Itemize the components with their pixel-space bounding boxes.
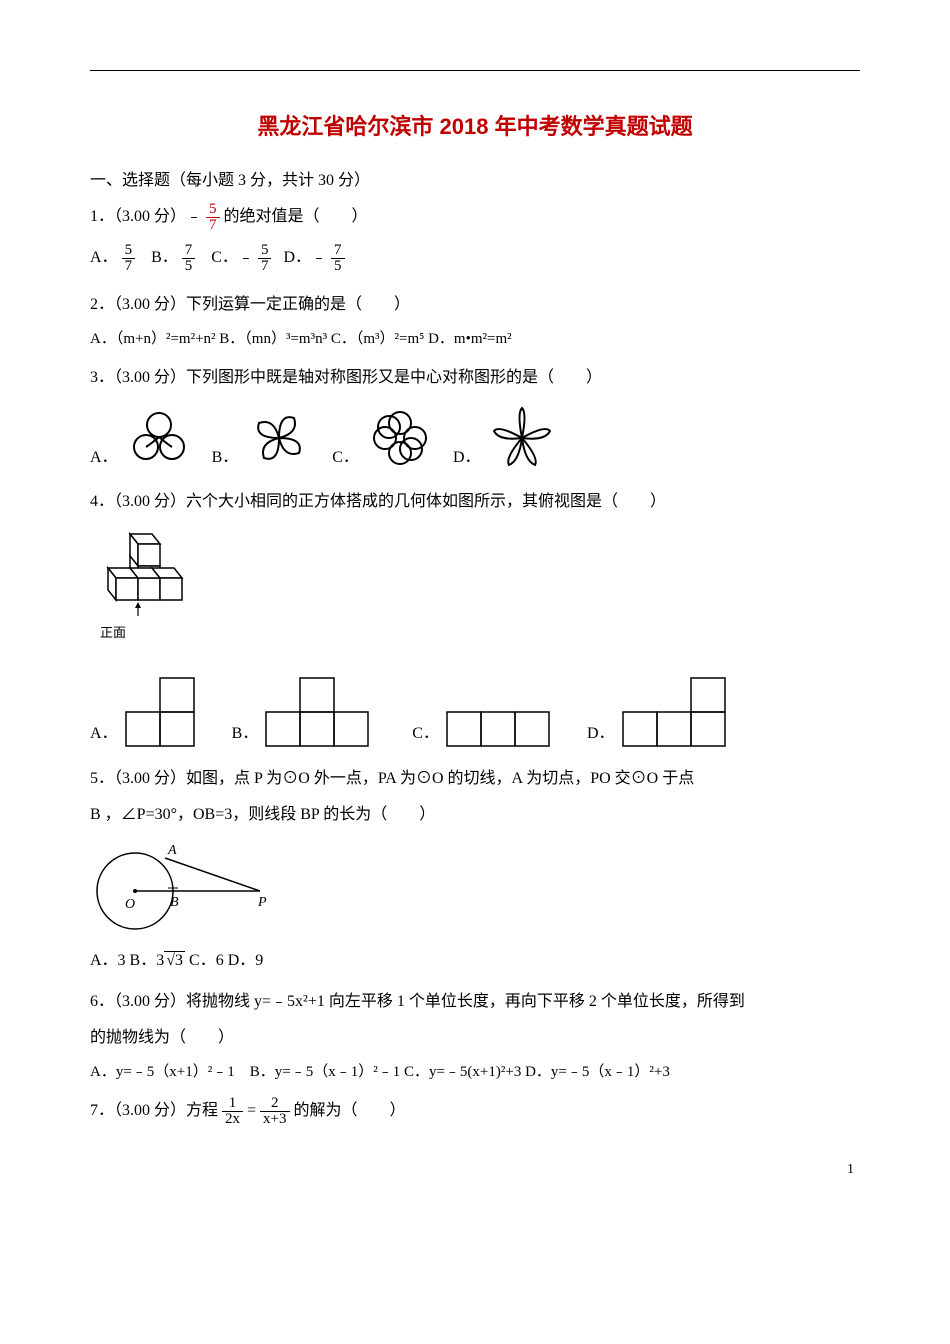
q1-stem-b: 的绝对值是（ ） bbox=[224, 208, 368, 225]
q2-options: A．（m+n）²=m²+n² B．（mn）³=m³n³ C．（m³）²=m⁵ D… bbox=[90, 325, 860, 354]
q5-stem2: B ，∠P=30°，OB=3，则线段 BP 的长为（ ） bbox=[90, 800, 860, 830]
q6-options: A．y=﹣5（x+1）²﹣1 B．y=﹣5（x﹣1）²﹣1 C．y=﹣5(x+1… bbox=[90, 1058, 860, 1087]
top-rule bbox=[90, 70, 860, 71]
q7-L-num: 1 bbox=[222, 1096, 243, 1112]
q4-fig-C bbox=[445, 706, 559, 750]
q1-options: A． 5 7 B． 7 5 C．﹣ 5 7 D．﹣ 7 5 bbox=[90, 243, 860, 274]
q4-iso-figure: 正面 bbox=[90, 526, 860, 646]
q1-A-frac: 5 7 bbox=[122, 243, 136, 274]
q4-stem: 4．（3.00 分）六个大小相同的正方体搭成的几何体如图所示，其俯视图是（ ） bbox=[90, 487, 860, 517]
q1-D-den: 5 bbox=[331, 259, 345, 274]
q3-C-label: C． bbox=[332, 443, 359, 473]
q5-sqrt: √3 bbox=[164, 951, 185, 969]
page-title: 黑龙江省哈尔滨市 2018 年中考数学真题试题 bbox=[90, 106, 860, 148]
q1-A-label: A． bbox=[90, 249, 118, 266]
q7-eq: = bbox=[247, 1102, 256, 1119]
q7-stem-b: 的解为（ ） bbox=[294, 1102, 406, 1119]
q5-label-B: B bbox=[170, 895, 179, 910]
q5-opts-b: C．6 D．9 bbox=[185, 952, 263, 969]
q3-D-label: D． bbox=[453, 443, 481, 473]
q7-frac-R: 2 x+3 bbox=[260, 1096, 289, 1127]
q1-B-label: B． bbox=[151, 249, 178, 266]
q3-fig-D bbox=[487, 403, 557, 473]
q1-D-frac: 7 5 bbox=[331, 243, 345, 274]
q5-options: A．3 B．3√3 C．6 D．9 bbox=[90, 946, 860, 976]
q5-opts-a: A．3 B．3 bbox=[90, 952, 164, 969]
q3-fig-C bbox=[365, 403, 435, 473]
q1-B-num: 7 bbox=[182, 243, 196, 259]
q5-label-P: P bbox=[257, 895, 267, 910]
q4-A-label: A． bbox=[90, 719, 118, 749]
q5-label-A: A bbox=[167, 843, 177, 858]
q7-stem: 7．（3.00 分）方程 1 2x = 2 x+3 的解为（ ） bbox=[90, 1096, 860, 1127]
q1-stem: 1．（3.00 分）﹣ 5 7 的绝对值是（ ） bbox=[90, 202, 860, 233]
q5-figure: A O B P bbox=[90, 836, 860, 936]
q4-D-label: D． bbox=[587, 719, 615, 749]
q2-stem: 2．（3.00 分）下列运算一定正确的是（ ） bbox=[90, 290, 860, 320]
q1-frac-den: 7 bbox=[206, 218, 220, 233]
q3-A-label: A． bbox=[90, 443, 118, 473]
q1-D-num: 7 bbox=[331, 243, 345, 259]
q1-A-num: 5 bbox=[122, 243, 136, 259]
q7-frac-L: 1 2x bbox=[222, 1096, 243, 1127]
q3-fig-B bbox=[244, 403, 314, 473]
q1-D-label: D．﹣ bbox=[283, 249, 327, 266]
q1-B-den: 5 bbox=[182, 259, 196, 274]
q1-stem-a: 1．（3.00 分）﹣ bbox=[90, 208, 202, 225]
q4-caption: 正面 bbox=[100, 621, 860, 646]
q1-C-den: 7 bbox=[258, 259, 272, 274]
q1-frac-num: 5 bbox=[206, 202, 220, 218]
q1-C-frac: 5 7 bbox=[258, 243, 272, 274]
q5-label-O: O bbox=[125, 897, 135, 912]
q4-C-label: C． bbox=[412, 719, 439, 749]
q4-B-label: B． bbox=[232, 719, 259, 749]
q3-B-label: B． bbox=[212, 443, 239, 473]
q3-fig-A bbox=[124, 403, 194, 473]
q5-stem1: 5．（3.00 分）如图，点 P 为⊙O 外一点，PA 为⊙O 的切线，A 为切… bbox=[90, 764, 860, 794]
q3-stem: 3．（3.00 分）下列图形中既是轴对称图形又是中心对称图形的是（ ） bbox=[90, 363, 860, 393]
q4-fig-B bbox=[264, 676, 384, 750]
q4-fig-D bbox=[621, 676, 735, 750]
page-number: 1 bbox=[90, 1157, 860, 1184]
q7-R-den: x+3 bbox=[260, 1112, 289, 1127]
section-heading: 一、选择题（每小题 3 分，共计 30 分） bbox=[90, 166, 860, 196]
q6-stem1: 6．（3.00 分）将抛物线 y=﹣5x²+1 向左平移 1 个单位长度，再向下… bbox=[90, 987, 860, 1017]
q4-options-row: A． B． C． bbox=[90, 676, 860, 750]
q1-B-frac: 7 5 bbox=[182, 243, 196, 274]
q1-C-label: C．﹣ bbox=[211, 249, 254, 266]
q4-fig-A bbox=[124, 676, 204, 750]
q1-frac: 5 7 bbox=[206, 202, 220, 233]
q6-stem2: 的抛物线为（ ） bbox=[90, 1023, 860, 1053]
q7-stem-a: 7．（3.00 分）方程 bbox=[90, 1102, 218, 1119]
q1-C-num: 5 bbox=[258, 243, 272, 259]
q3-figures: A． B． bbox=[90, 403, 860, 473]
q7-R-num: 2 bbox=[260, 1096, 289, 1112]
q1-A-den: 7 bbox=[122, 259, 136, 274]
q7-L-den: 2x bbox=[222, 1112, 243, 1127]
q5-sqrt-val: 3 bbox=[175, 952, 183, 969]
